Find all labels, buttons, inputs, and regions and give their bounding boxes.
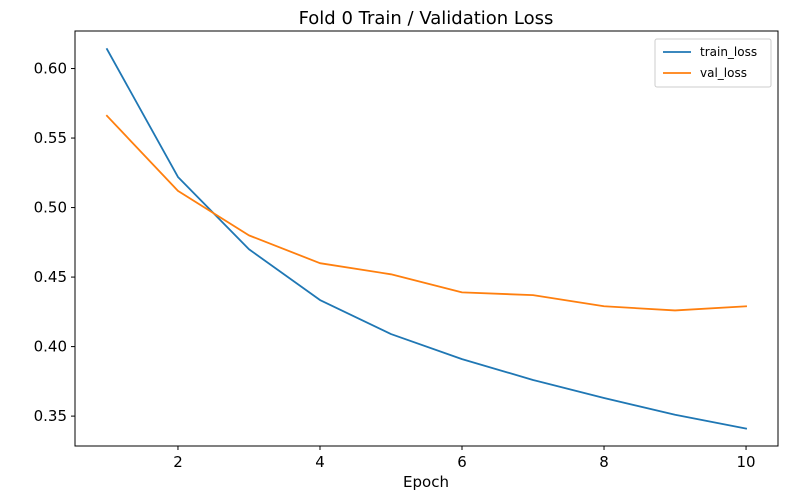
legend: train_loss val_loss xyxy=(654,38,772,88)
plot-area xyxy=(74,30,779,447)
y-axis: 0.35 0.40 0.45 0.50 0.55 0.60 xyxy=(34,60,75,425)
series-line-val-loss xyxy=(105,114,748,312)
y-tick-label: 0.60 xyxy=(34,60,67,78)
y-tick-label: 0.40 xyxy=(34,338,67,356)
legend-label-val-loss: val_loss xyxy=(700,66,747,80)
x-tick-label: 2 xyxy=(173,453,183,471)
x-tick-label: 8 xyxy=(599,453,609,471)
legend-box xyxy=(654,38,772,88)
chart-title: Fold 0 Train / Validation Loss xyxy=(299,8,554,29)
series-line-train-loss xyxy=(105,47,748,430)
y-tick-label: 0.35 xyxy=(34,407,67,425)
y-tick-label: 0.45 xyxy=(34,268,67,286)
y-tick-label: 0.55 xyxy=(34,129,67,147)
plot-frame xyxy=(74,30,779,447)
y-tick-label: 0.50 xyxy=(34,199,67,217)
x-axis-label: Epoch xyxy=(403,473,449,491)
x-tick-label: 4 xyxy=(315,453,325,471)
series-lines xyxy=(105,47,748,430)
legend-label-train-loss: train_loss xyxy=(700,45,757,59)
x-tick-label: 10 xyxy=(736,453,755,471)
x-tick-label: 6 xyxy=(457,453,467,471)
x-axis: 2 4 6 8 10 xyxy=(173,446,756,471)
